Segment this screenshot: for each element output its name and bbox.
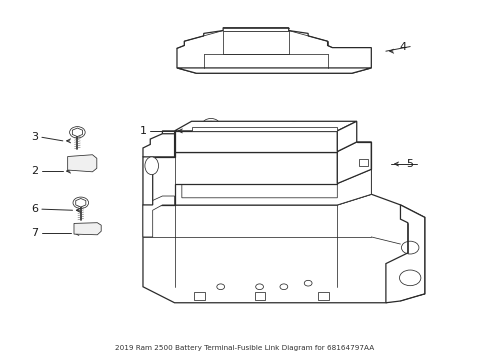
Text: 4: 4 — [399, 41, 406, 51]
Polygon shape — [143, 194, 425, 303]
Text: 5: 5 — [407, 159, 414, 169]
Text: 6: 6 — [31, 204, 38, 214]
Polygon shape — [174, 169, 371, 205]
Bar — [318, 292, 329, 300]
Ellipse shape — [145, 157, 159, 175]
Polygon shape — [223, 31, 289, 54]
Polygon shape — [337, 142, 371, 184]
Polygon shape — [143, 152, 337, 205]
Polygon shape — [143, 134, 174, 157]
Polygon shape — [68, 155, 97, 172]
Polygon shape — [174, 131, 337, 152]
Polygon shape — [177, 28, 371, 73]
Polygon shape — [174, 169, 371, 205]
Bar — [359, 159, 368, 166]
Polygon shape — [386, 205, 425, 303]
Polygon shape — [192, 127, 337, 131]
Text: 2019 Ram 2500 Battery Terminal-Fusible Link Diagram for 68164797AA: 2019 Ram 2500 Battery Terminal-Fusible L… — [115, 345, 375, 351]
Bar — [255, 292, 266, 300]
Polygon shape — [143, 131, 174, 205]
Polygon shape — [174, 121, 357, 131]
Polygon shape — [337, 121, 357, 152]
Text: 1: 1 — [139, 126, 147, 136]
Polygon shape — [143, 196, 174, 237]
Polygon shape — [177, 68, 371, 73]
Polygon shape — [74, 223, 101, 235]
Text: 2: 2 — [31, 166, 38, 176]
Text: 7: 7 — [31, 228, 38, 238]
Text: 3: 3 — [31, 132, 38, 142]
Bar — [194, 292, 205, 300]
